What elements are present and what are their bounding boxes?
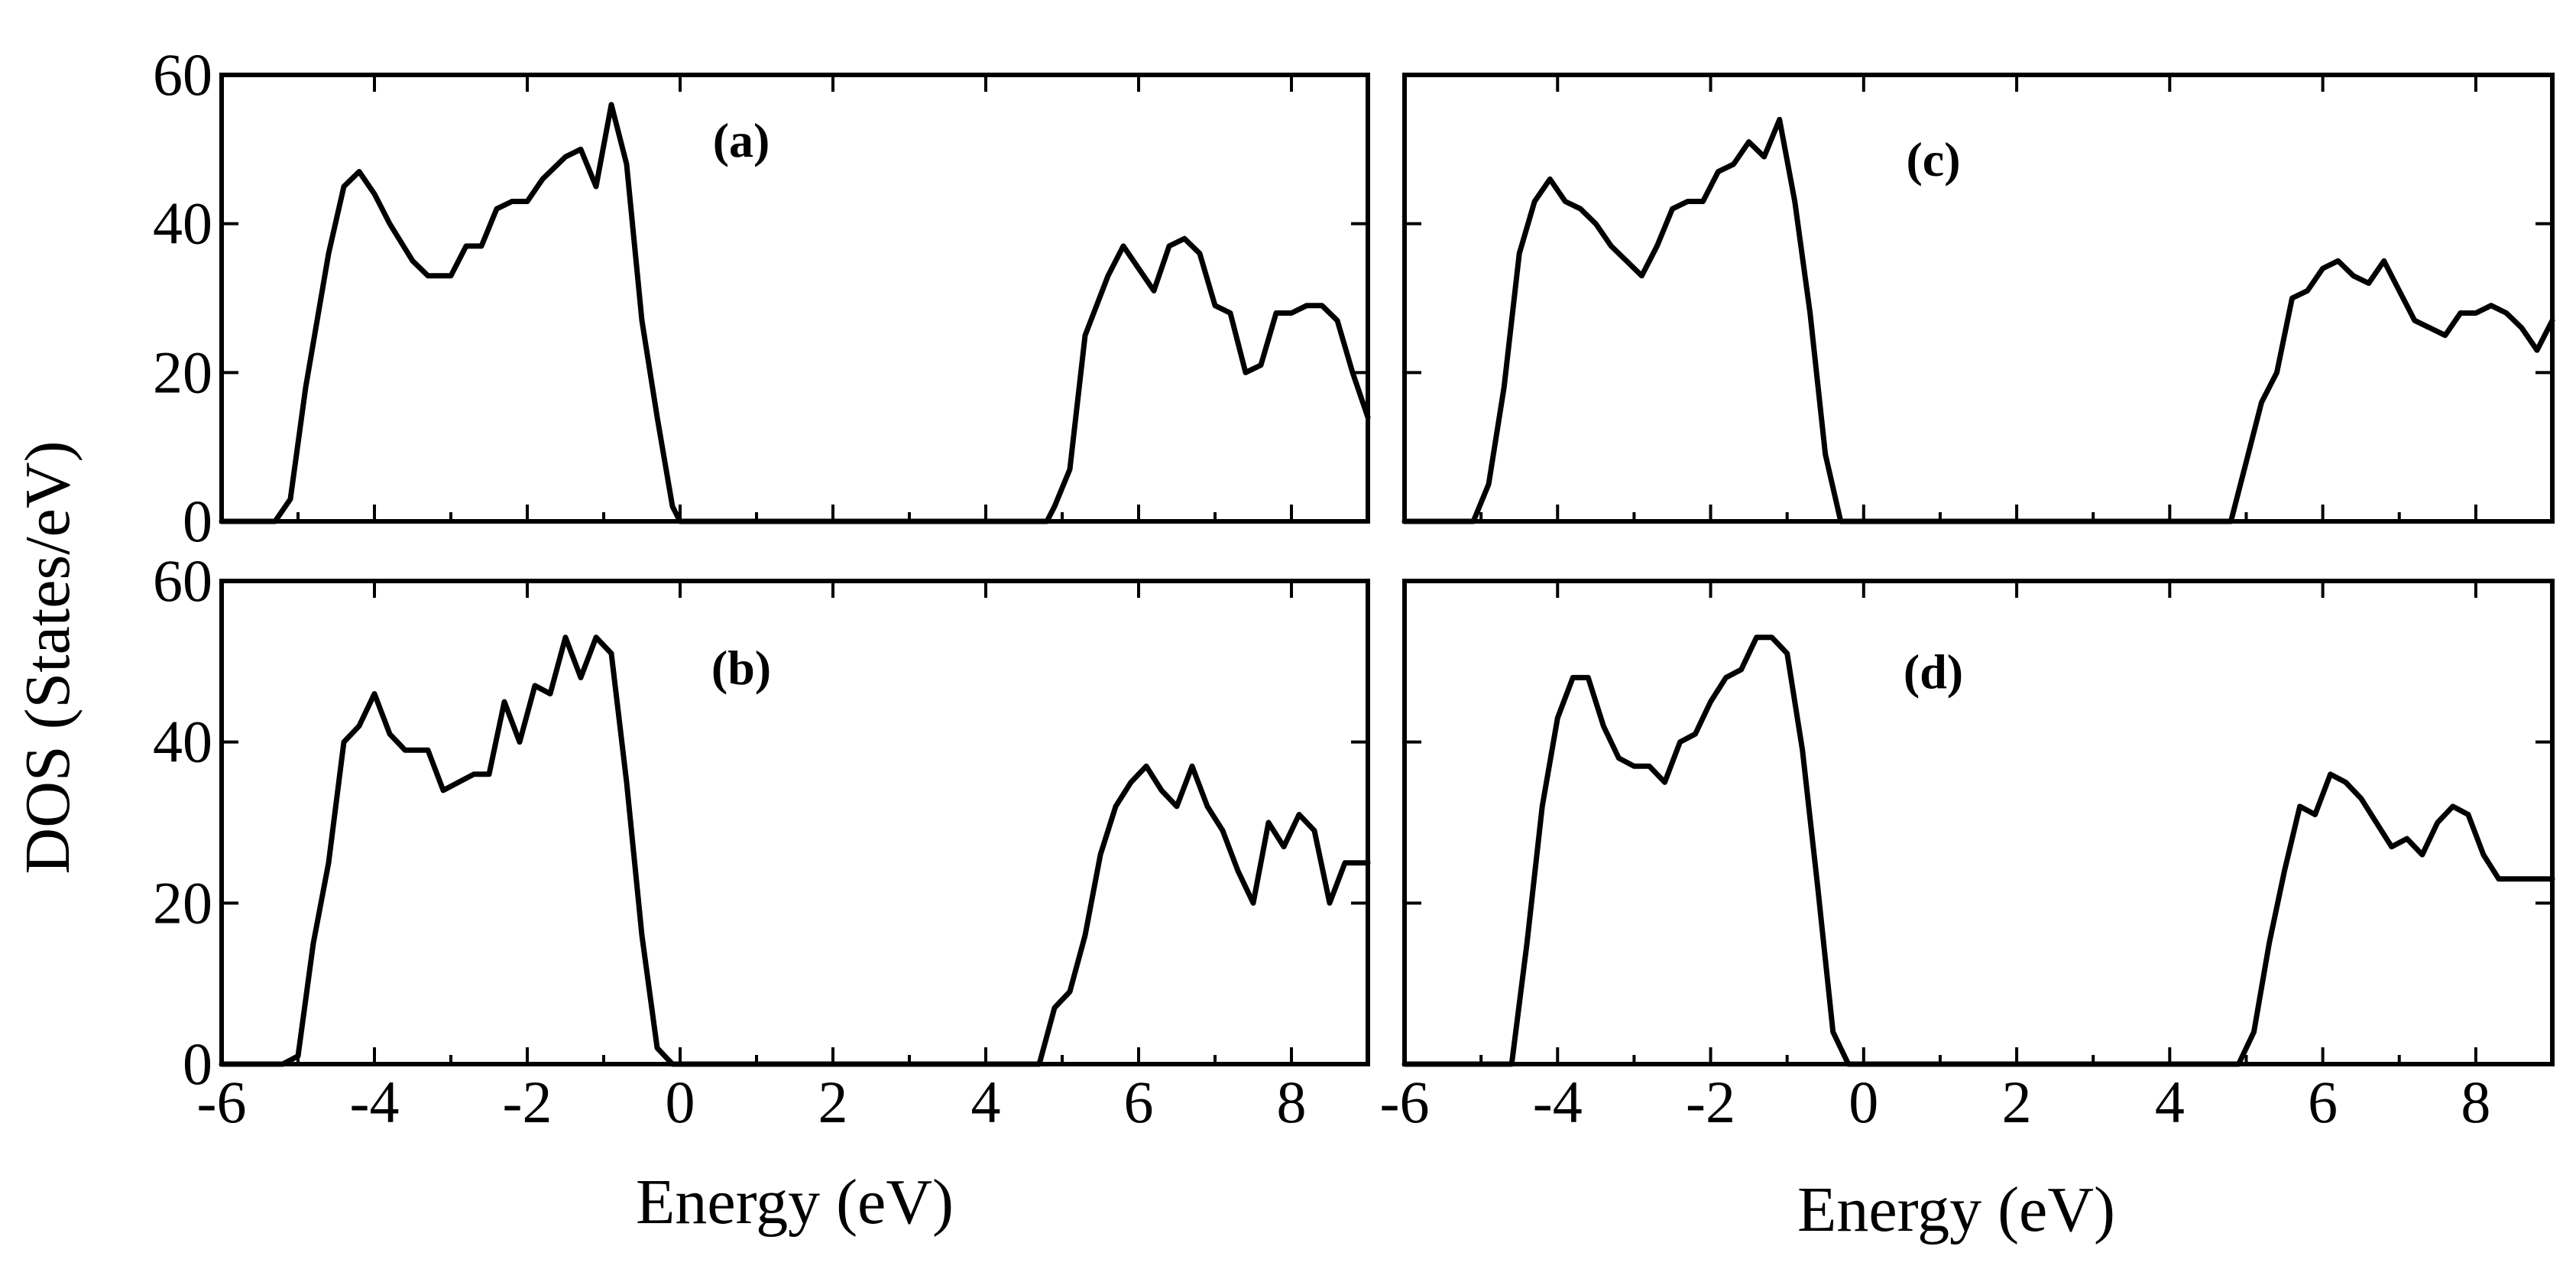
- x-tick-label: -6: [1380, 1069, 1430, 1135]
- x-tick-label: 6: [1124, 1069, 1154, 1135]
- panel-b-frame: [219, 579, 1370, 1066]
- y-tick-label: 20: [153, 339, 212, 405]
- x-tick-label: 2: [2002, 1069, 2032, 1135]
- y-tick-label: 40: [153, 709, 212, 775]
- panel-c: (c): [1401, 73, 2555, 524]
- panel-d: -6 -4 -2 0 2 4 6 8 (d): [1380, 579, 2555, 1135]
- panel-label-d: (d): [1904, 644, 1963, 699]
- x-tick-label: 4: [2155, 1069, 2185, 1135]
- x-tick-label: -2: [1686, 1069, 1735, 1135]
- x-tick-label: 0: [1849, 1069, 1878, 1135]
- panel-label-a: (a): [713, 113, 770, 167]
- y-tick-label: 60: [153, 547, 212, 614]
- x-tick-label: 2: [818, 1069, 848, 1135]
- x-tick-label: -6: [197, 1069, 247, 1135]
- panel-b: -6 -4 -2 0 2 4 6 8 0 20 40 60 (b): [153, 547, 1371, 1135]
- panel-a: 0 20 40 60 (a): [153, 41, 1371, 554]
- y-tick-label: 20: [153, 869, 212, 936]
- dos-curve-b: [219, 634, 1371, 1067]
- x-axis-label-left: Energy (eV): [636, 1167, 954, 1238]
- x-tick-label: -4: [350, 1069, 400, 1135]
- y-tick-label: 0: [183, 488, 212, 554]
- x-tick-label: 8: [2461, 1069, 2490, 1135]
- x-tick-label: 6: [2308, 1069, 2338, 1135]
- panel-d-frame: [1402, 579, 2555, 1066]
- y-tick-label: 40: [153, 190, 212, 257]
- dos-curve-c: [1401, 116, 2555, 524]
- x-tick-label: -2: [503, 1069, 552, 1135]
- x-tick-label: 4: [971, 1069, 1001, 1135]
- x-axis-label-right: Energy (eV): [1797, 1174, 2115, 1245]
- x-tick-label: -4: [1533, 1069, 1583, 1135]
- dos-curve-a: [219, 102, 1371, 524]
- y-axis-label: DOS (States/eV): [12, 441, 83, 875]
- y-tick-label: 0: [183, 1030, 212, 1097]
- panel-c-frame: [1402, 73, 2555, 524]
- dos-curve-d: [1401, 634, 2555, 1067]
- x-tick-label: 0: [666, 1069, 695, 1135]
- panel-label-b: (b): [711, 641, 771, 695]
- y-tick-label: 60: [153, 41, 212, 108]
- panel-a-frame: [219, 73, 1370, 524]
- panel-label-c: (c): [1906, 132, 1960, 187]
- x-tick-label: 8: [1277, 1069, 1307, 1135]
